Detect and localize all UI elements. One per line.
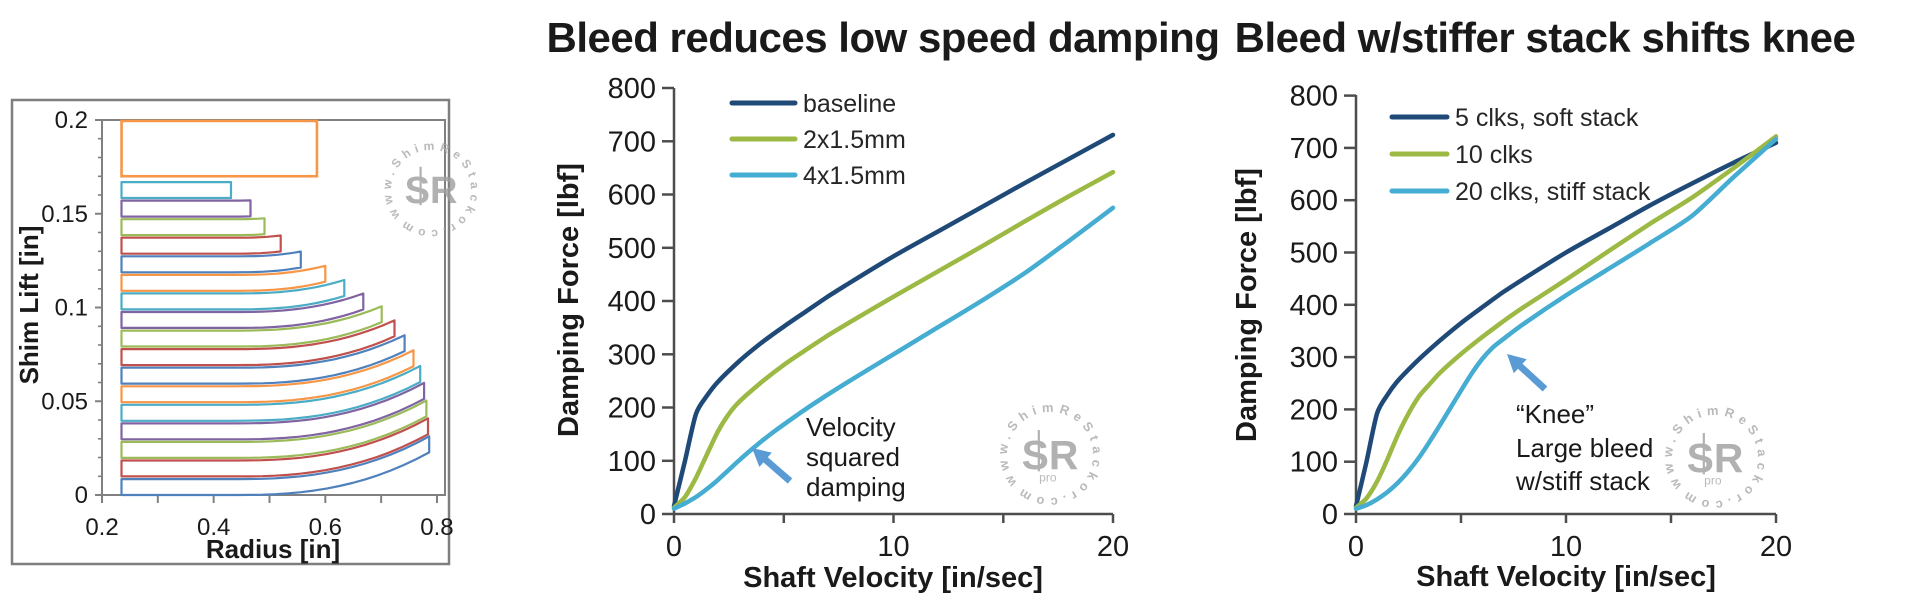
x-tick-label: 20 bbox=[1760, 531, 1792, 563]
y-axis-title: Shim Lift [in] bbox=[14, 226, 44, 385]
y-tick-label: 0.1 bbox=[55, 295, 88, 322]
y-tick-label: 200 bbox=[608, 393, 656, 425]
series-line-0 bbox=[1353, 140, 1779, 509]
shim-outline bbox=[120, 417, 430, 478]
x-tick-label: 10 bbox=[877, 531, 909, 563]
y-tick-label: 0.2 bbox=[55, 107, 88, 134]
y-tick-label: 0 bbox=[75, 482, 88, 509]
annotation-line: squared bbox=[806, 442, 900, 472]
y-tick-label: 0.15 bbox=[41, 201, 88, 228]
watermark-sub-label: pro bbox=[1704, 474, 1722, 488]
x-tick-label: 20 bbox=[1097, 531, 1129, 563]
y-tick-label: 100 bbox=[1290, 447, 1338, 479]
y-tick-label: 300 bbox=[608, 339, 656, 371]
y-tick-label: 600 bbox=[1290, 185, 1338, 217]
shim-stack-curves bbox=[120, 181, 431, 497]
shim-outline bbox=[120, 264, 327, 292]
annotation-arrow-icon bbox=[752, 448, 793, 484]
shim-outline bbox=[120, 217, 266, 237]
watermark-monogram: SR bbox=[405, 170, 458, 212]
x-tick-label: 0.6 bbox=[309, 514, 342, 541]
annotation-line: damping bbox=[806, 472, 906, 502]
legend-label: 4x1.5mm bbox=[803, 162, 906, 190]
y-tick-label: 700 bbox=[608, 126, 656, 158]
watermark-sub-label: pro bbox=[1039, 471, 1057, 485]
x-tick-label: 0.8 bbox=[420, 514, 453, 541]
shim-outline bbox=[120, 349, 415, 404]
bleed-stiffer-stack-chart: Bleed w/stiffer stack shifts knee0100200… bbox=[1231, 14, 1856, 593]
y-tick-label: 400 bbox=[1290, 290, 1338, 322]
chart-title: Bleed w/stiffer stack shifts knee bbox=[1235, 14, 1856, 61]
shim-lift-chart: 0 0.05 0.1 0.15 0.2 0.2 0.4 0.6 0.8 Radius [in] Sh… bbox=[10, 98, 482, 566]
shim-outline bbox=[120, 399, 428, 459]
shim-outline bbox=[120, 364, 422, 422]
shim-outline bbox=[120, 181, 233, 200]
shim-outline bbox=[120, 305, 383, 348]
shim-outline bbox=[120, 334, 406, 385]
clamp-plate-outline bbox=[120, 119, 319, 178]
legend-label: 5 clks, soft stack bbox=[1455, 104, 1639, 132]
chart-frame bbox=[10, 98, 451, 566]
shim-outline bbox=[120, 381, 426, 441]
y-tick-label: 0.05 bbox=[41, 388, 88, 415]
annotation-line: w/stiff stack bbox=[1515, 466, 1651, 496]
y-tick-label: 700 bbox=[1290, 133, 1338, 165]
shim-outline bbox=[120, 250, 302, 274]
shim-outline bbox=[120, 435, 431, 497]
shim-outline bbox=[120, 234, 282, 255]
bleed-low-speed-chart: Bleed reduces low speed damping010020030… bbox=[546, 14, 1220, 594]
y-tick-label: 500 bbox=[1290, 238, 1338, 270]
watermark-monogram: SR bbox=[1687, 435, 1744, 481]
y-axis-title: Damping Force [lbf] bbox=[553, 163, 585, 437]
shim-outline bbox=[120, 199, 252, 218]
y-tick-label: 0 bbox=[1322, 499, 1338, 531]
chart-title: Bleed reduces low speed damping bbox=[546, 14, 1219, 61]
annotation-line: Large bleed bbox=[1516, 433, 1653, 463]
legend-label: baseline bbox=[803, 90, 896, 118]
y-tick-label: 0 bbox=[640, 499, 656, 531]
annotation-arrow-icon bbox=[1507, 354, 1548, 392]
y-tick-label: 100 bbox=[608, 446, 656, 478]
series-line-0 bbox=[671, 132, 1116, 509]
x-tick-label: 0 bbox=[666, 531, 682, 563]
legend: 5 clks, soft stack 10 clks 20 clks, stiff … bbox=[1389, 104, 1651, 206]
x-tick-label: 0 bbox=[1348, 531, 1364, 563]
annotation-line: “Knee” bbox=[1516, 399, 1594, 429]
legend-label: 10 clks bbox=[1455, 141, 1533, 169]
series-line-1 bbox=[1353, 134, 1779, 510]
series-line-2 bbox=[671, 205, 1116, 511]
annotation-line: Velocity bbox=[806, 412, 896, 442]
y-tick-label: 500 bbox=[608, 233, 656, 265]
y-tick-label: 600 bbox=[608, 180, 656, 212]
shim-outline bbox=[120, 319, 396, 367]
y-tick-label: 800 bbox=[1290, 81, 1338, 113]
x-tick-label: 0.2 bbox=[85, 514, 118, 541]
x-axis-title: Shaft Velocity [in/sec] bbox=[1416, 561, 1716, 593]
shim-outline bbox=[120, 278, 346, 311]
legend: baseline 2x1.5mm 4x1.5mm bbox=[729, 90, 906, 190]
x-axis-title: Shaft Velocity [in/sec] bbox=[743, 562, 1043, 594]
shim-outline bbox=[120, 292, 365, 329]
x-tick-label: 0.4 bbox=[197, 514, 230, 541]
y-tick-label: 300 bbox=[1290, 342, 1338, 374]
legend-label: 2x1.5mm bbox=[803, 126, 906, 154]
y-axis-title: Damping Force [lbf] bbox=[1231, 168, 1263, 442]
legend-label: 20 clks, stiff stack bbox=[1455, 178, 1651, 206]
x-axis-title: Radius [in] bbox=[206, 534, 340, 564]
watermark-monogram: SR bbox=[1022, 432, 1079, 478]
y-tick-label: 800 bbox=[608, 73, 656, 105]
y-tick-label: 200 bbox=[1290, 394, 1338, 426]
series-line-1 bbox=[671, 169, 1116, 510]
x-tick-label: 10 bbox=[1550, 531, 1582, 563]
y-tick-label: 400 bbox=[608, 286, 656, 318]
series-line-2 bbox=[1353, 136, 1779, 512]
